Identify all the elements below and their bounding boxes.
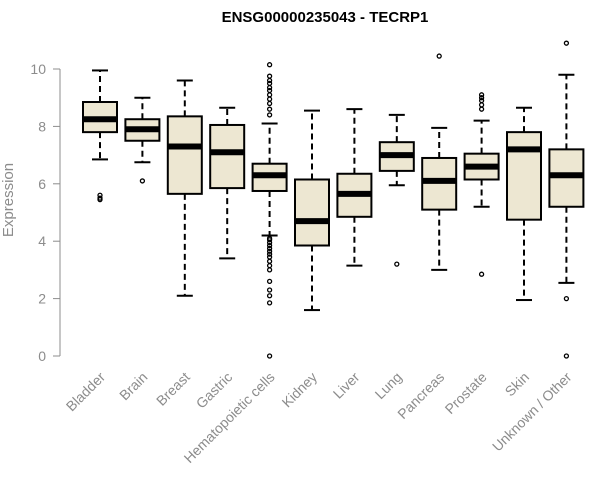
outlier-point — [266, 80, 273, 86]
y-tick-label: 0 — [38, 348, 46, 364]
box-gastric — [209, 106, 246, 260]
outlier-point — [266, 92, 273, 98]
x-tick-label: Unknown / Other — [489, 369, 575, 455]
x-tick-label: Prostate — [442, 369, 490, 417]
outlier-point — [266, 293, 273, 299]
outlier-point — [266, 112, 273, 118]
outlier-point — [478, 97, 485, 104]
outlier-point — [266, 96, 273, 102]
y-tick-label: 2 — [38, 291, 46, 307]
chart-title: ENSG00000235043 - TECRP1 — [222, 9, 429, 26]
outlier-point — [266, 85, 273, 91]
outlier-point — [97, 195, 103, 201]
box-iqr — [506, 131, 542, 221]
y-tick-label: 10 — [30, 61, 46, 77]
y-axis: 0 2 4 6 8 10 — [30, 61, 61, 364]
outlier-point — [266, 242, 273, 249]
box-iqr — [166, 115, 203, 195]
box-pancreas — [421, 53, 458, 271]
box-kidney — [294, 109, 330, 312]
outlier-point — [266, 287, 273, 293]
outlier-point — [266, 245, 273, 252]
boxes-group — [82, 40, 585, 359]
box-hematopoietic-cells — [251, 62, 288, 359]
box-prostate — [463, 92, 500, 277]
outlier-point — [266, 73, 273, 79]
outlier-point — [266, 278, 273, 285]
outlier-point — [478, 102, 485, 108]
x-tick-label: Breast — [153, 369, 193, 409]
outlier-point — [563, 353, 570, 359]
outlier-point — [266, 353, 273, 359]
box-brain — [124, 96, 161, 184]
box-iqr — [294, 178, 330, 247]
outlier-point — [394, 261, 400, 267]
outlier-point — [266, 77, 273, 84]
x-tick-label: Kidney — [279, 369, 321, 411]
box-skin — [506, 106, 542, 302]
x-tick-label: Skin — [502, 369, 533, 400]
outlier-point — [266, 267, 273, 273]
x-tick-label: Lung — [372, 369, 405, 402]
x-tick-label: Bladder — [63, 369, 109, 415]
box-unknown-other — [548, 40, 585, 359]
x-tick-label: Pancreas — [394, 369, 447, 422]
outlier-point — [266, 106, 273, 112]
outlier-point — [478, 95, 485, 101]
outlier-point — [266, 300, 273, 306]
y-tick-label: 8 — [38, 118, 46, 134]
outlier-point — [266, 62, 273, 68]
outlier-point — [266, 100, 273, 107]
box-breast — [166, 79, 203, 297]
outlier-point — [139, 178, 146, 184]
outlier-point — [97, 192, 103, 198]
y-tick-label: 6 — [38, 176, 46, 192]
y-axis-label: Expression — [0, 163, 17, 237]
outlier-point — [266, 248, 273, 254]
box-bladder — [82, 69, 118, 203]
outlier-point — [266, 258, 273, 264]
y-tick-label: 4 — [38, 233, 46, 249]
outlier-point — [266, 235, 273, 241]
box-lung — [378, 113, 415, 267]
outlier-point — [266, 254, 273, 260]
outlier-point — [563, 295, 570, 302]
box-liver — [336, 108, 373, 267]
outlier-point — [266, 262, 273, 269]
outlier-point — [478, 92, 485, 98]
outlier-point — [436, 53, 442, 59]
outlier-point — [478, 271, 485, 277]
x-tick-label: Liver — [330, 369, 363, 402]
outlier-point — [478, 106, 485, 112]
x-tick-label: Brain — [116, 369, 150, 403]
box-iqr — [209, 123, 246, 190]
outlier-point — [563, 40, 570, 46]
outlier-point — [266, 87, 273, 94]
outlier-point — [266, 251, 273, 257]
